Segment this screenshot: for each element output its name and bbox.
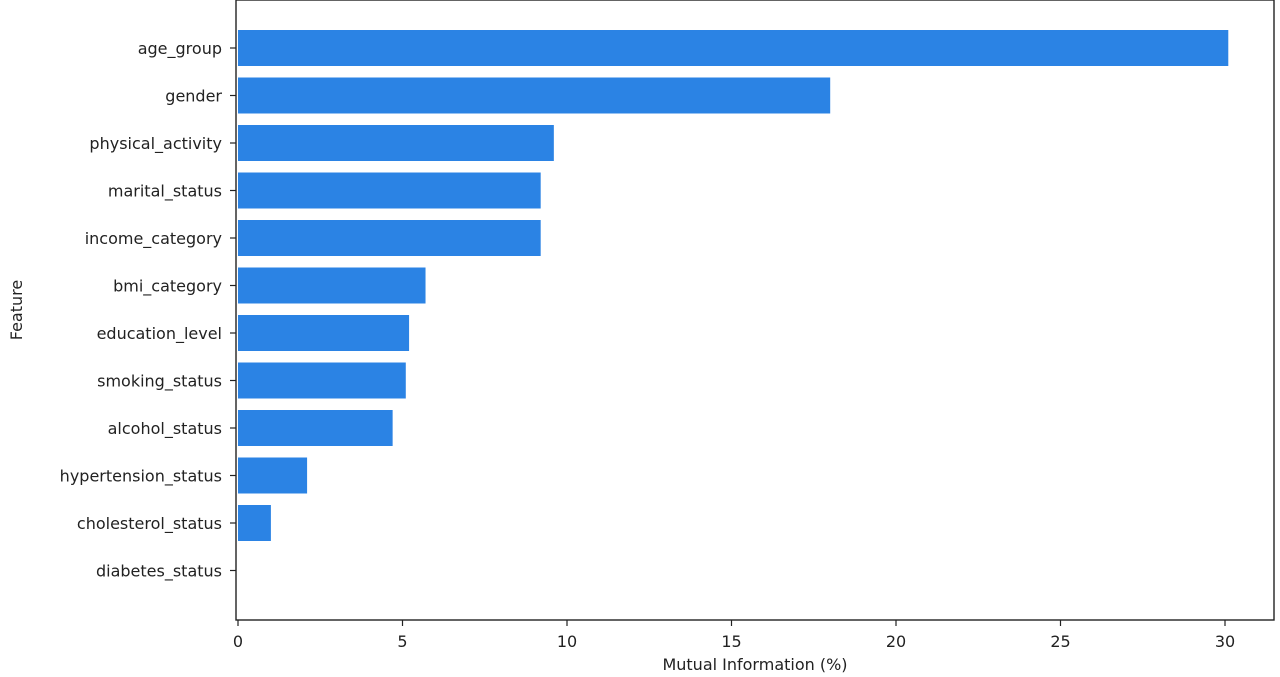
y-tick-label: bmi_category bbox=[113, 277, 222, 297]
bar-gender bbox=[238, 77, 831, 114]
y-tick-label: cholesterol_status bbox=[77, 514, 222, 534]
x-axis-ticks: 0 5 10 15 20 25 30 bbox=[233, 620, 1235, 651]
bar-marital-status bbox=[238, 172, 541, 209]
bar-smoking-status bbox=[238, 362, 406, 399]
bar-income-category bbox=[238, 220, 541, 256]
bar-age-group bbox=[238, 30, 1229, 66]
x-tick-label: 5 bbox=[397, 632, 407, 651]
y-tick-label: physical_activity bbox=[89, 134, 222, 154]
plot-frame bbox=[235, 0, 1275, 621]
x-axis-title: Mutual Information (%) bbox=[662, 655, 847, 674]
y-tick-label: hypertension_status bbox=[60, 467, 222, 487]
x-tick-label: 30 bbox=[1215, 632, 1235, 651]
x-tick-label: 25 bbox=[1050, 632, 1070, 651]
x-tick-label: 0 bbox=[233, 632, 243, 651]
bar-hypertension-status bbox=[238, 457, 308, 494]
y-tick-label: marital_status bbox=[108, 182, 222, 202]
x-tick-label: 15 bbox=[721, 632, 741, 651]
y-tick-label: alcohol_status bbox=[108, 419, 222, 439]
x-tick-label: 20 bbox=[886, 632, 906, 651]
y-tick-label: smoking_status bbox=[97, 372, 222, 392]
y-tick-label: diabetes_status bbox=[96, 562, 222, 582]
bar-cholesterol-status bbox=[238, 505, 271, 541]
y-tick-label: gender bbox=[165, 87, 222, 106]
x-tick-label: 10 bbox=[557, 632, 577, 651]
y-tick-label: education_level bbox=[97, 324, 222, 344]
y-axis-title: Feature bbox=[7, 280, 26, 340]
bar-bmi-category bbox=[238, 267, 426, 304]
y-tick-label: income_category bbox=[85, 229, 222, 249]
bars-group bbox=[238, 30, 1229, 541]
bar-education-level bbox=[238, 315, 410, 351]
y-tick-label: age_group bbox=[138, 39, 222, 59]
bar-alcohol-status bbox=[238, 410, 393, 446]
bar-physical-activity bbox=[238, 125, 554, 161]
